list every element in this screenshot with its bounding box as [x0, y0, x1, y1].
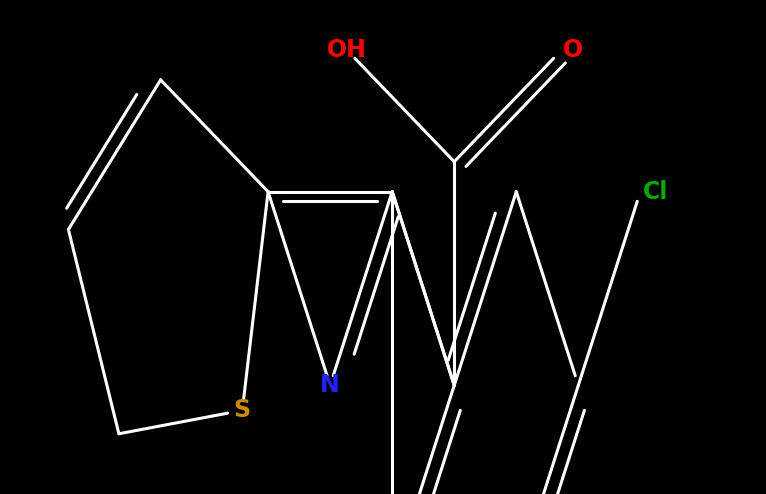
Text: S: S: [234, 398, 250, 422]
Text: OH: OH: [327, 38, 367, 62]
Text: O: O: [563, 38, 583, 62]
Text: Cl: Cl: [643, 180, 669, 204]
Text: N: N: [320, 373, 340, 397]
